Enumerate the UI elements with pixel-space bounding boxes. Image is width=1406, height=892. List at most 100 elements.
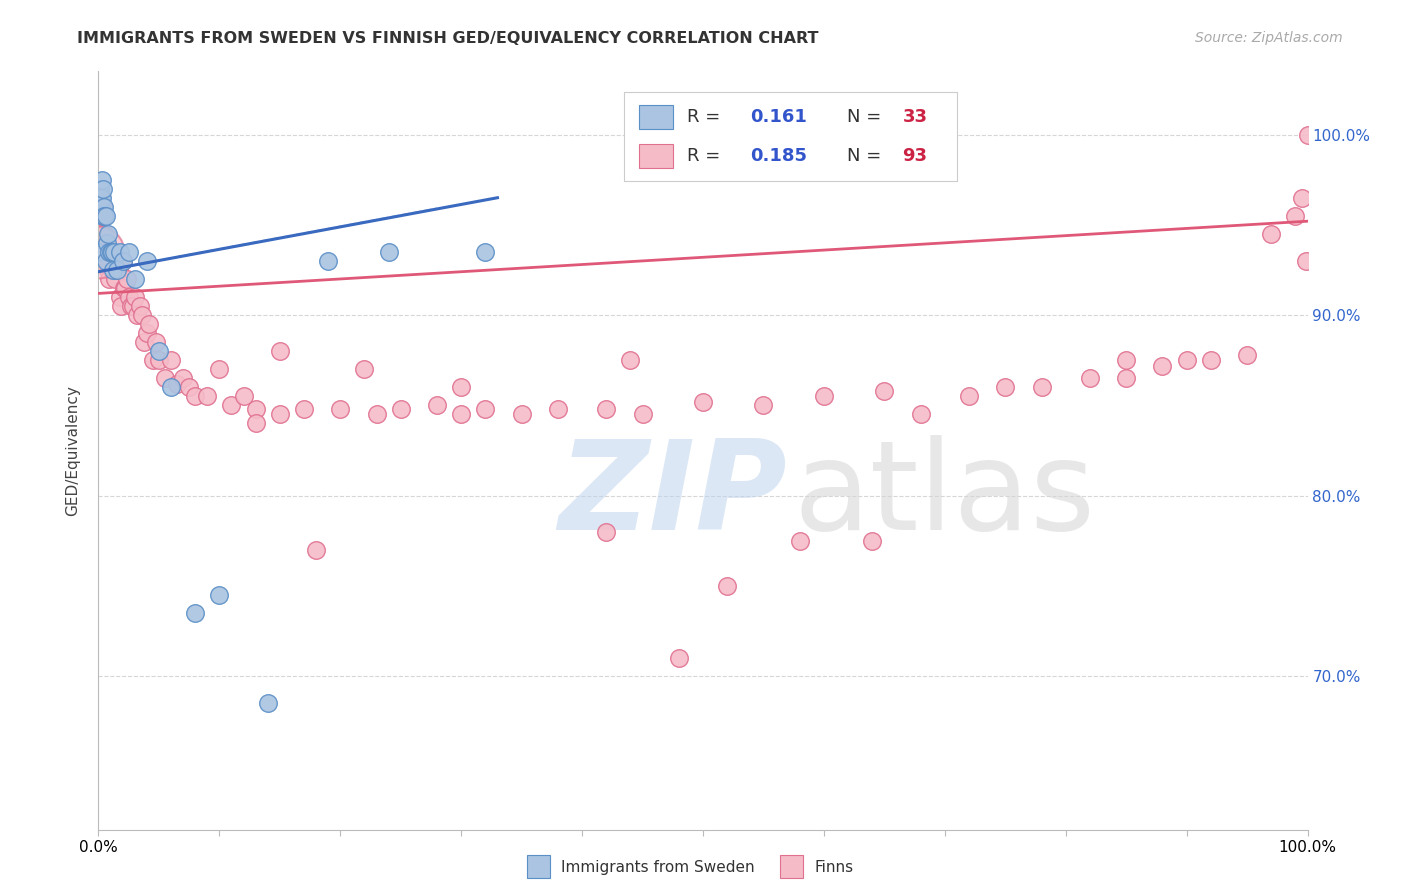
Point: [172, 371, 194, 385]
Point: [148, 353, 170, 368]
Point: [101, 244, 124, 259]
Point: [93, 227, 115, 241]
Point: [100, 244, 122, 259]
Point: [208, 362, 231, 376]
Point: [96, 235, 118, 250]
Point: [450, 408, 472, 422]
Point: [97, 263, 120, 277]
Point: [134, 335, 156, 350]
Point: [108, 290, 131, 304]
Point: [692, 394, 714, 409]
Point: [1260, 227, 1282, 241]
Point: [716, 579, 738, 593]
Point: [245, 417, 267, 431]
Point: [87, 244, 110, 259]
Point: [138, 317, 160, 331]
Point: [91, 191, 114, 205]
Point: [94, 253, 117, 268]
Point: [93, 244, 115, 259]
Point: [135, 326, 157, 340]
Point: [221, 398, 243, 412]
Point: [89, 182, 111, 196]
Point: [316, 253, 339, 268]
Point: [813, 389, 835, 403]
Point: [100, 244, 122, 259]
Point: [148, 344, 170, 359]
Point: [124, 272, 146, 286]
Point: [120, 299, 142, 313]
Point: [94, 244, 117, 259]
Point: [105, 263, 128, 277]
Point: [104, 272, 127, 286]
Point: [105, 263, 128, 277]
Point: [108, 244, 131, 259]
Point: [118, 244, 141, 259]
Point: [631, 408, 654, 422]
Point: [184, 606, 207, 620]
Point: [426, 398, 449, 412]
Point: [93, 209, 115, 223]
Point: [1291, 191, 1313, 205]
Text: N =: N =: [846, 108, 887, 126]
Text: Source: ZipAtlas.com: Source: ZipAtlas.com: [1195, 31, 1343, 45]
Point: [145, 335, 167, 350]
Point: [450, 380, 472, 394]
Point: [135, 253, 157, 268]
Point: [160, 353, 183, 368]
Point: [90, 191, 112, 205]
Point: [195, 389, 218, 403]
Point: [256, 696, 278, 710]
Point: [1078, 371, 1101, 385]
Point: [510, 408, 533, 422]
Point: [474, 244, 496, 259]
Point: [208, 588, 231, 602]
Point: [366, 408, 388, 422]
Point: [124, 290, 146, 304]
Point: [1199, 353, 1222, 368]
Point: [1296, 128, 1319, 142]
Point: [131, 308, 153, 322]
Point: [860, 533, 883, 548]
Point: [752, 398, 775, 412]
Point: [269, 344, 291, 359]
Point: [1236, 348, 1258, 362]
Point: [107, 263, 129, 277]
Point: [111, 253, 134, 268]
Point: [91, 200, 114, 214]
Point: [184, 389, 207, 403]
Point: [122, 299, 145, 313]
Text: 0.185: 0.185: [751, 147, 807, 165]
Point: [377, 244, 399, 259]
Point: [87, 191, 110, 205]
Point: [97, 244, 120, 259]
Point: [87, 244, 110, 259]
Point: [111, 253, 134, 268]
Point: [160, 380, 183, 394]
Y-axis label: GED/Equivalency: GED/Equivalency: [65, 385, 80, 516]
Point: [91, 235, 114, 250]
Point: [873, 384, 896, 398]
Point: [98, 272, 121, 286]
Point: [1152, 359, 1174, 373]
Text: R =: R =: [688, 147, 727, 165]
Bar: [638, 104, 673, 129]
Point: [128, 299, 150, 313]
Point: [232, 389, 254, 403]
Point: [103, 253, 125, 268]
Point: [1295, 253, 1317, 268]
Point: [96, 253, 118, 268]
Point: [595, 401, 617, 416]
Point: [110, 299, 132, 313]
Point: [1175, 353, 1198, 368]
FancyBboxPatch shape: [624, 92, 957, 181]
Point: [103, 244, 125, 259]
Point: [101, 263, 124, 277]
Text: atlas: atlas: [793, 435, 1095, 557]
Point: [153, 371, 176, 385]
Point: [98, 244, 121, 259]
Text: ZIP: ZIP: [558, 435, 786, 557]
Point: [179, 380, 201, 394]
Text: N =: N =: [846, 147, 887, 165]
Point: [97, 227, 120, 241]
Point: [1284, 209, 1306, 223]
